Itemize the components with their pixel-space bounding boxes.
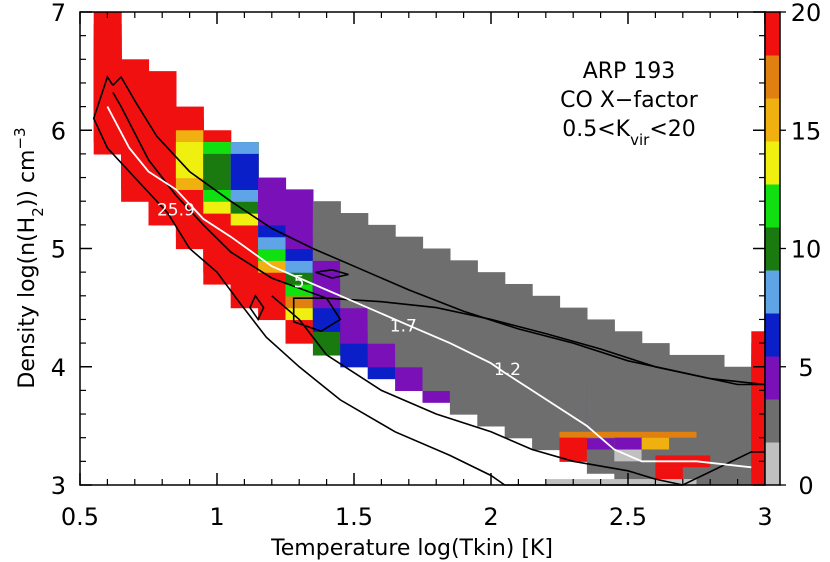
y-axis-label: Density log(n(H2)) cm−3 [11, 127, 47, 388]
colorbar-segment [765, 141, 780, 185]
x-tick-label: 2 [483, 503, 498, 531]
contour-label: 5 [294, 273, 305, 293]
annotation-kvir-sub: vir [630, 131, 650, 149]
contour-inner [112, 91, 766, 386]
heatmap-cell [751, 331, 766, 368]
heatmap-cell [641, 437, 670, 450]
heatmap-cell [449, 260, 478, 297]
heatmap-cell [340, 213, 369, 250]
y-tick-label: 7 [51, 0, 66, 27]
colorbar-segment [765, 98, 780, 142]
heatmap-cell [121, 59, 150, 167]
colorbar-segment [765, 270, 780, 314]
y-axis-ticks: 3 4 5 6 7 [51, 0, 765, 500]
annotation-kvir-suffix: <20 [649, 117, 695, 142]
annotation-kvir-prefix: 0.5<K [562, 117, 630, 142]
contours [92, 75, 766, 486]
heatmap-cell [559, 307, 588, 344]
colorbar-segment [765, 55, 780, 99]
colorbar-segment [765, 184, 780, 228]
y-tick-label: 6 [51, 117, 66, 145]
contour-loop [292, 297, 342, 333]
annotation-kvir: 0.5<Kvir<20 [562, 117, 696, 149]
x-tick-label: 1.5 [335, 503, 373, 531]
y-tick-label: 4 [51, 354, 66, 382]
heatmap-cell [504, 283, 533, 321]
colorbar: 0 5 10 15 20 [764, 0, 822, 500]
heatmap-cell [696, 354, 725, 391]
colorbar-tick-label: 20 [791, 0, 822, 27]
colorbar-segment [765, 399, 780, 443]
heatmap-cell [532, 295, 561, 332]
colorbar-segment [765, 442, 780, 486]
median-line [106, 106, 752, 469]
contour-label: 1.7 [390, 316, 417, 336]
heatmap-cell [614, 437, 642, 450]
heatmap-cell [148, 71, 177, 179]
contour-lower [271, 295, 683, 486]
heatmap-cell [477, 272, 506, 309]
x-tick-label: 0.5 [61, 503, 99, 531]
colorbar-tick-label: 0 [798, 472, 813, 500]
colorbar-tick-label: 5 [798, 354, 813, 382]
colorbar-segment [765, 313, 780, 357]
annotation: ARP 193 CO X−factor 0.5<Kvir<20 [560, 59, 699, 149]
y-axis-label-sup: −3 [11, 127, 29, 149]
heatmap-cell [367, 224, 396, 261]
y-tick-label: 3 [51, 472, 66, 500]
annotation-galaxy: ARP 193 [583, 59, 676, 84]
heatmap-cell [655, 467, 683, 480]
heatmap-cell [258, 177, 287, 214]
contour-outer [92, 75, 766, 486]
y-axis-label-part2: )) cm [15, 150, 40, 208]
heatmap-cell [422, 248, 451, 285]
heatmap-cell [395, 236, 424, 273]
heatmap-cell [641, 343, 670, 380]
contour-loop [248, 294, 265, 321]
contour-loop [315, 268, 349, 279]
x-tick-label: 2.5 [609, 503, 647, 531]
colorbar-segment [765, 356, 780, 400]
y-axis-label-part1: Density log(n(H [15, 217, 40, 389]
x-tick-label: 1 [209, 503, 224, 531]
heatmap-cell [312, 201, 341, 238]
contour-labels: 25.9 5 1.7 1.2 [157, 200, 521, 380]
heatmap-cell [559, 437, 587, 462]
colorbar-tick-label: 15 [791, 117, 822, 145]
heatmap-cell [586, 449, 615, 462]
heatmap-cell [586, 319, 615, 356]
annotation-xfactor: CO X−factor [560, 88, 699, 113]
colorbar-segment [765, 12, 780, 56]
colorbar-segment [765, 227, 780, 271]
heatmap-cell [559, 431, 697, 438]
x-axis-label: Temperature log(Tkin) [K] [270, 536, 553, 561]
y-tick-label: 5 [51, 236, 66, 264]
heatmap-cell [285, 189, 314, 226]
colorbar-tick-label: 10 [791, 236, 822, 264]
contour-label: 1.2 [494, 360, 521, 380]
median-line-path [106, 106, 752, 469]
contour-label: 25.9 [157, 200, 195, 220]
heatmap-cell [545, 479, 697, 485]
y-axis-label-sub: 2 [29, 207, 47, 217]
x-tick-label: 3 [757, 503, 772, 531]
x-axis-ticks: 0.5 1 1.5 2 2.5 3 [61, 12, 773, 531]
heatmap-cell [230, 153, 259, 190]
